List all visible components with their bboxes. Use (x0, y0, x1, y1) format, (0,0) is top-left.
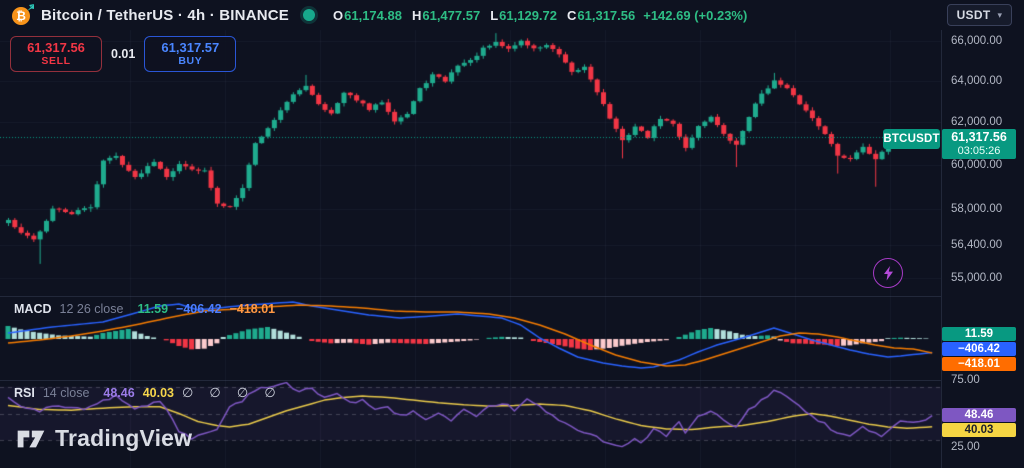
rsi-value: 48.46 (103, 386, 135, 400)
macd-signal-badge: −418.01 (942, 357, 1016, 371)
price-tick-label: 60,000.00 (951, 158, 1003, 171)
order-panel: 61,317.56 SELL 0.01 61,317.57 BUY (10, 36, 237, 72)
macd-line-value: −406.42 (176, 302, 222, 316)
chart-header: ₿ Bitcoin / TetherUS · 4h · BINANCE O 61… (0, 0, 1024, 30)
last-price-badge: 61,317.56 03:05:26 (942, 128, 1016, 159)
sell-label: SELL (41, 55, 71, 68)
macd-params: 12 26 close (59, 302, 124, 316)
macd-title[interactable]: MACD (14, 302, 52, 316)
rsi-lower-tick: 25.00 (951, 441, 980, 453)
bar-countdown: 03:05:26 (957, 144, 1001, 157)
price-tick-label: 56,400.00 (951, 239, 1003, 252)
buy-price: 61,317.57 (161, 39, 220, 55)
macd-signal-value: −418.01 (229, 302, 276, 316)
rsi-value-badge: 48.46 (942, 408, 1016, 422)
symbol-tag: BTCUSDT (883, 129, 940, 149)
rsi-empty-values: ∅ ∅ ∅ ∅ (181, 386, 282, 401)
currency-selector-value: USDT (956, 8, 991, 22)
rsi-params: 14 close (42, 386, 90, 400)
open-label: O (333, 7, 344, 23)
tradingview-logo-text: TradingView (55, 425, 193, 451)
price-tick-label: 58,000.00 (951, 202, 1003, 215)
rsi-upper-tick: 75.00 (951, 374, 980, 386)
tradingview-logo[interactable]: TradingView (16, 425, 192, 452)
high-label: H (411, 7, 422, 23)
symbol-title[interactable]: Bitcoin / TetherUS · 4h · BINANCE (41, 6, 289, 24)
price-tick-label: 62,000.00 (951, 116, 1003, 129)
low-value: 61,129.72 (499, 7, 557, 23)
tradingview-mark-icon (17, 430, 45, 447)
price-axis[interactable]: 66,000.00 64,000.00 62,000.00 60,000.00 58,0… (941, 0, 1024, 468)
macd-pane-divider[interactable] (0, 296, 1024, 297)
rsi-ma-value: 40.03 (142, 386, 174, 400)
chevron-down-icon: ▾ (997, 9, 1002, 20)
macd-legend: MACD 12 26 close 11.59 −406.42 −418.01 (14, 302, 275, 316)
open-value: 61,174.88 (344, 7, 402, 23)
quick-trade-button[interactable] (873, 258, 903, 288)
sell-price: 61,317.56 (27, 39, 85, 55)
axis-divider (941, 0, 942, 468)
macd-line-badge: −406.42 (942, 342, 1016, 356)
buy-button[interactable]: 61,317.57 BUY (144, 36, 237, 72)
chart-pane[interactable] (0, 0, 941, 468)
currency-selector[interactable]: USDT ▾ (946, 4, 1012, 26)
bitcoin-logo-icon: ₿ (12, 4, 34, 25)
close-label: C (567, 7, 577, 23)
spread-value: 0.01 (111, 47, 136, 61)
low-label: L (490, 7, 499, 23)
lightning-bolt-icon (883, 265, 893, 280)
change-value: +142.69 (+0.23%) (643, 7, 748, 23)
arrow-ne-icon (27, 4, 34, 11)
close-value: 61,317.56 (577, 7, 636, 23)
rsi-pane-divider[interactable] (0, 380, 1024, 381)
price-tick-label: 66,000.00 (951, 35, 1003, 47)
high-value: 61,477.57 (422, 7, 481, 23)
rsi-ma-badge: 40.03 (942, 423, 1016, 437)
bitcoin-icon: ₿ (12, 7, 30, 25)
market-status-dot-icon (303, 9, 315, 21)
price-tick-label: 64,000.00 (951, 75, 1003, 87)
macd-hist-value: 11.59 (137, 302, 169, 316)
rsi-title[interactable]: RSI (14, 386, 35, 400)
ohlc-values: O 61,174.88 H 61,477.57 L 61,129.72 C 61… (333, 8, 747, 23)
buy-label: BUY (178, 55, 203, 68)
macd-hist-badge: 11.59 (942, 327, 1016, 341)
price-tick-label: 55,000.00 (951, 272, 1003, 284)
last-price-value: 61,317.56 (951, 129, 1007, 144)
sell-button[interactable]: 61,317.56 SELL (10, 36, 102, 72)
rsi-legend: RSI 14 close 48.46 40.03 ∅ ∅ ∅ ∅ (14, 386, 282, 401)
